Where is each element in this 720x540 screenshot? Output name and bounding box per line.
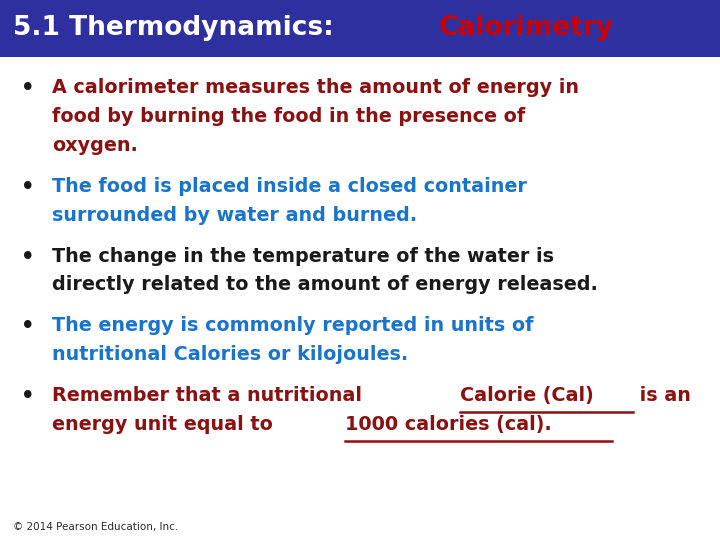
Text: •: • [21,316,34,336]
Text: The energy is commonly reported in units of: The energy is commonly reported in units… [52,316,534,335]
Text: oxygen.: oxygen. [52,136,138,155]
Text: 1000 calories (cal).: 1000 calories (cal). [346,415,552,434]
Text: food by burning the food in the presence of: food by burning the food in the presence… [52,107,525,126]
Text: 5.1 Thermodynamics:: 5.1 Thermodynamics: [13,15,343,42]
Text: •: • [21,246,34,267]
Text: •: • [21,177,34,197]
Text: A calorimeter measures the amount of energy in: A calorimeter measures the amount of ene… [52,78,579,97]
Text: surrounded by water and burned.: surrounded by water and burned. [52,206,417,225]
Text: nutritional Calories or kilojoules.: nutritional Calories or kilojoules. [52,345,408,364]
Text: Calorie (Cal): Calorie (Cal) [460,386,594,405]
Text: directly related to the amount of energy released.: directly related to the amount of energy… [52,275,598,294]
Text: © 2014 Pearson Education, Inc.: © 2014 Pearson Education, Inc. [13,522,179,532]
Text: is an: is an [633,386,691,405]
Text: energy unit equal to: energy unit equal to [52,415,279,434]
Text: The food is placed inside a closed container: The food is placed inside a closed conta… [52,177,527,196]
Text: •: • [21,78,34,98]
Text: Remember that a nutritional: Remember that a nutritional [52,386,369,405]
Text: Calorimetry: Calorimetry [438,15,613,42]
Text: The change in the temperature of the water is: The change in the temperature of the wat… [52,246,554,266]
Text: •: • [21,386,34,406]
FancyBboxPatch shape [0,0,720,57]
